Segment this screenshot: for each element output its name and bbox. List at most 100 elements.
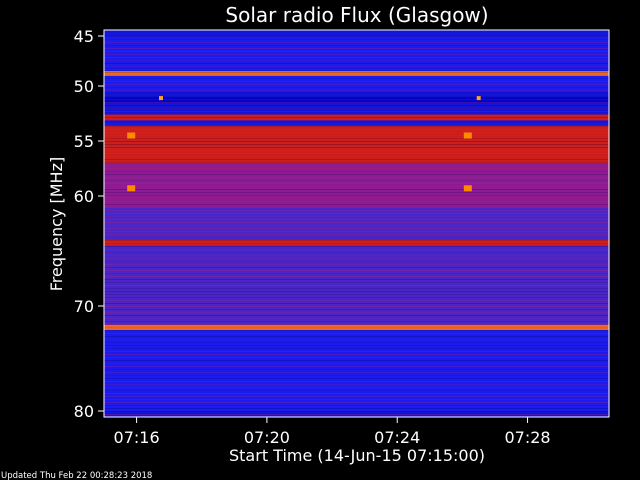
heatmap-texture-line [104,216,609,217]
heatmap-texture-line [104,168,609,169]
heatmap-texture-line [104,84,609,85]
heatmap-texture-line [104,243,609,244]
heatmap-texture-line [104,240,609,241]
heatmap-texture-line [104,228,609,229]
heatmap-band-5 [104,125,609,163]
heatmap-texture-line [104,330,609,331]
heatmap-texture-line [104,171,609,172]
heatmap-texture-line [104,291,609,292]
heatmap-texture-line [104,45,609,46]
heatmap-texture-line [104,69,609,70]
heatmap-texture-line [104,81,609,82]
heatmap-texture-line [104,279,609,280]
heatmap-texture-line [104,309,609,310]
heatmap-texture-line [104,153,609,154]
heatmap-texture-line [104,303,609,304]
heatmap-texture-line [104,318,609,319]
x-axis-label: Start Time (14-Jun-15 07:15:00) [229,446,485,465]
heatmap-texture-line [104,399,609,400]
heatmap-spot-4 [159,96,163,101]
heatmap-texture-line [104,57,609,58]
heatmap-texture-line [104,264,609,265]
y-tick-label: 70 [74,297,94,316]
heatmap-texture-line [104,261,609,262]
heatmap-texture-line [104,78,609,79]
heatmap-texture-line [104,60,609,61]
heatmap-texture-line [104,126,609,127]
heatmap-texture-line [104,186,609,187]
heatmap-texture-line [104,204,609,205]
heatmap-texture-line [104,177,609,178]
y-tick-label: 50 [74,77,94,96]
heatmap-texture-line [104,369,609,370]
heatmap-texture-line [104,351,609,352]
heatmap-texture-line [104,300,609,301]
heatmap-texture-line [104,342,609,343]
plot-frame [103,29,610,418]
chart-title: Solar radio Flux (Glasgow) [225,3,488,27]
heatmap-texture-line [104,276,609,277]
heatmap-texture-line [104,348,609,349]
heatmap-texture-line [104,192,609,193]
heatmap-texture-line [104,144,609,145]
x-tick-label: 07:20 [244,428,290,447]
heatmap-band-9 [104,262,609,327]
heatmap-texture-line [104,267,609,268]
heatmap-band-7 [104,207,609,262]
heatmap-texture-line [104,99,609,100]
heatmap-texture-line [104,132,609,133]
heatmap-texture-line [104,75,609,76]
heatmap-texture-line [104,246,609,247]
heatmap-spot-5 [476,96,481,101]
x-tick-label: 07:24 [374,428,420,447]
heatmap-texture-line [104,375,609,376]
y-tick-label: 45 [74,27,94,46]
heatmap-texture-line [104,150,609,151]
heatmap-texture-line [104,54,609,55]
heatmap-texture-line [104,231,609,232]
heatmap-texture-line [104,408,609,409]
heatmap-texture-line [104,387,609,388]
y-axis: 45 50 55 60 70 80 [74,27,104,421]
heatmap-texture-line [104,402,609,403]
heatmap-texture-line [104,138,609,139]
heatmap-texture-line [104,327,609,328]
heatmap-texture-line [104,222,609,223]
heatmap-texture-line [104,372,609,373]
heatmap-texture-line [104,48,609,49]
heatmap-texture-line [104,321,609,322]
heatmap-texture-line [104,108,609,109]
heatmap-texture-line [104,123,609,124]
heatmap-texture-line [104,51,609,52]
heatmap-texture-line [104,366,609,367]
heatmap-texture-line [104,90,609,91]
x-tick-label: 07:28 [504,428,550,447]
heatmap-texture-line [104,363,609,364]
heatmap-texture-line [104,72,609,73]
heatmap-texture-line [104,195,609,196]
heatmap-texture-line [104,63,609,64]
heatmap-texture-line [104,273,609,274]
heatmap-texture-line [104,198,609,199]
heatmap-texture-line [104,159,609,160]
heatmap-texture-line [104,225,609,226]
heatmap-spot-1 [127,185,136,192]
heatmap-band-0 [104,36,609,68]
heatmap-band-8 [104,240,609,246]
heatmap-texture-line [104,36,609,37]
heatmap-texture-line [104,384,609,385]
heatmap-texture-line [104,405,609,406]
heatmap-texture-line [104,312,609,313]
heatmap-texture-line [104,135,609,136]
heatmap-texture-line [104,396,609,397]
heatmap-texture-line [104,33,609,34]
heatmap-texture-line [104,378,609,379]
heatmap-spot-3 [463,185,472,192]
heatmap-texture-line [104,360,609,361]
heatmap-texture-line [104,189,609,190]
heatmap-texture-line [104,237,609,238]
heatmap-texture-line [104,336,609,337]
heatmap-texture-line [104,258,609,259]
heatmap-texture-line [104,306,609,307]
